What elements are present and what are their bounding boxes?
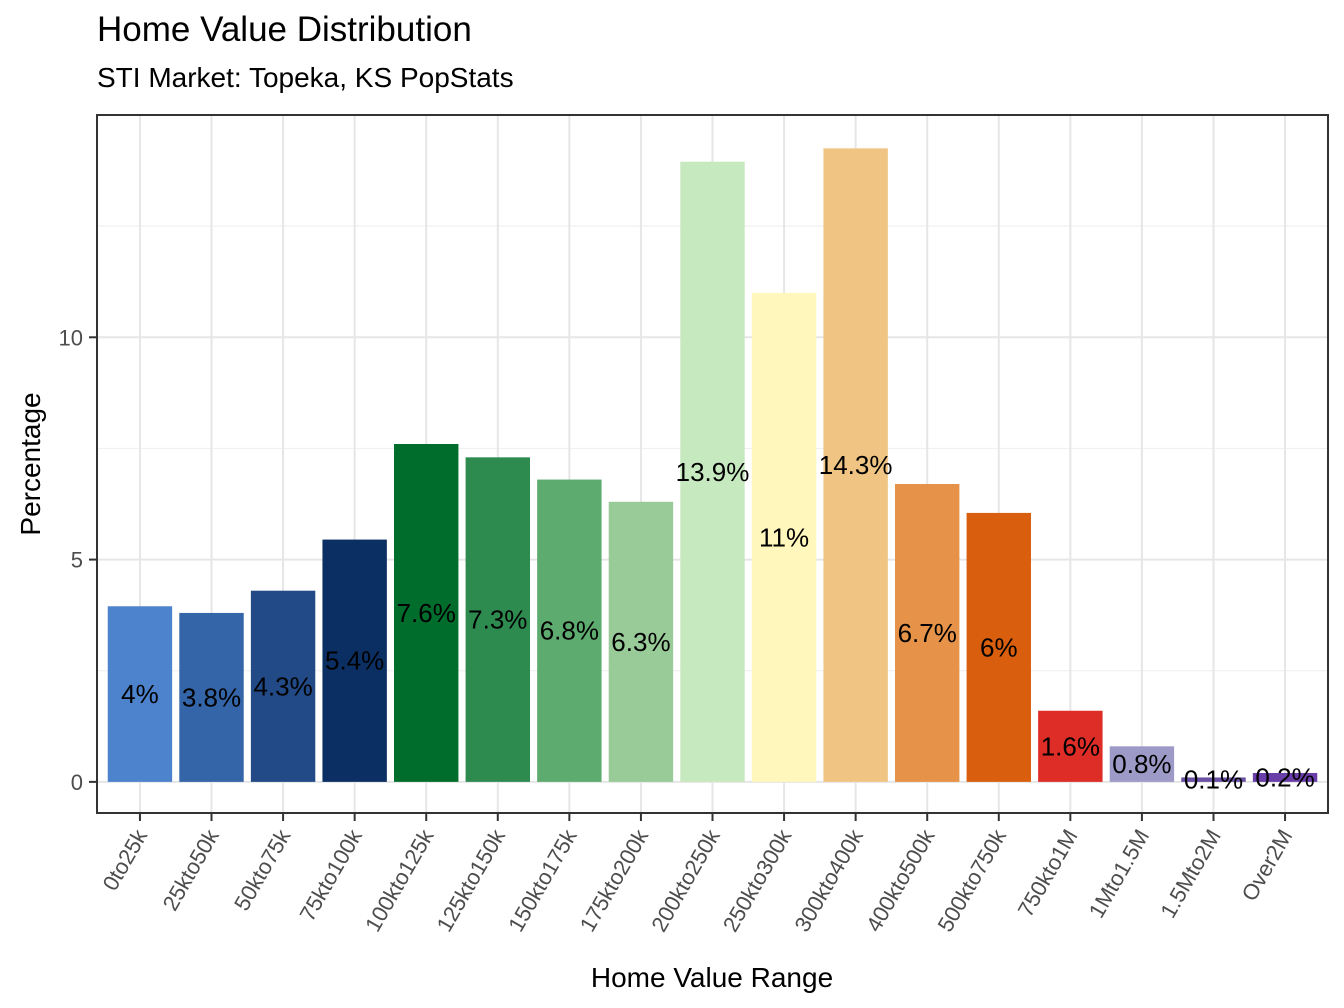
x-tick-label-400kto500k: 400kto500k [861,824,940,936]
x-tick-label-200kto250k: 200kto250k [646,824,725,936]
x-tick-label-500kto750k: 500kto750k [933,824,1012,936]
y-tick-label: 10 [59,325,83,350]
data-label-175kto200k: 6.3% [611,627,670,657]
data-label-25kto50k: 3.8% [182,682,241,712]
x-tick-label-50kto75k: 50kto75k [229,824,296,915]
bar-200kto250k [680,161,745,782]
x-tick-label-150kto175k: 150kto175k [503,824,582,936]
chart-subtitle: STI Market: Topeka, KS PopStats [97,62,514,93]
x-tick-label-100kto125k: 100kto125k [360,824,439,936]
data-labels: 4% 3.8% 4.3% 5.4% 7.6% 7.3% 6.8% 6.3% 13.9% 11% 14… [121,450,1315,795]
data-label-150kto175k: 6.8% [540,616,599,646]
bar-175kto200k [608,501,674,782]
data-label-400kto500k: 6.7% [898,618,957,648]
bar-Over2M [1252,772,1318,782]
data-label-200kto250k: 13.9% [676,457,750,487]
bar-25kto50k [179,612,244,782]
x-tick-label-Over2M: Over2M [1237,825,1298,905]
bar-250kto300k [751,292,817,782]
bar-75kto100k [322,539,387,782]
x-axis: 0to25k 25kto50k 50kto75k 75kto100k100kto125… [98,813,1298,936]
data-label-75kto100k: 5.4% [325,646,384,676]
y-axis: 0 5 10 [59,325,97,795]
chart-title: Home Value Distribution [97,10,472,49]
bar-0to25k [107,606,173,782]
bar-50kto75k [250,590,316,782]
x-tick-label-1Mto1.5M: 1Mto1.5M [1084,825,1155,922]
bar-500kto750k [966,512,1031,782]
x-tick-label-175kto200k: 175kto200k [575,824,654,936]
bar-125kto150k [465,457,530,782]
x-tick-label-750kto1M: 750kto1M [1013,825,1083,921]
y-tick-label: 0 [71,770,83,795]
data-label-Over2M: 0.2% [1255,762,1314,792]
x-tick-label-1.5Mto2M: 1.5Mto2M [1155,825,1226,922]
x-tick-label-250kto300k: 250kto300k [718,824,797,936]
x-tick-label-25kto50k: 25kto50k [158,824,225,915]
data-label-50kto75k: 4.3% [253,671,312,701]
x-tick-label-125kto150k: 125kto150k [432,824,511,936]
data-label-125kto150k: 7.3% [468,605,527,635]
data-label-0to25k: 4% [121,679,159,709]
data-label-250kto300k: 11% [759,522,809,552]
bar-150kto175k [537,479,602,782]
data-label-750kto1M: 1.6% [1041,731,1100,761]
bar-750kto1M [1038,710,1103,782]
x-axis-label: Home Value Range [591,962,833,993]
bar-100kto125k [394,443,459,782]
data-label-1Mto1.5M: 0.8% [1112,749,1171,779]
bar-1Mto1.5M [1109,746,1175,782]
x-tick-label-0to25k: 0to25k [98,824,153,895]
data-label-100kto125k: 7.6% [397,598,456,628]
bar-1.5Mto2M [1181,777,1246,782]
data-label-500kto750k: 6% [980,632,1018,662]
y-tick-label: 5 [71,548,83,573]
x-tick-label-300kto400k: 300kto400k [789,824,868,936]
x-tick-label-75kto100k: 75kto100k [295,824,368,925]
y-axis-label: Percentage [15,392,46,535]
data-label-300kto400k: 14.3% [819,450,893,480]
bar-400kto500k [895,484,960,782]
data-label-1.5Mto2M: 0.1% [1184,765,1243,795]
bars [107,148,1318,782]
bar-300kto400k [823,148,888,782]
